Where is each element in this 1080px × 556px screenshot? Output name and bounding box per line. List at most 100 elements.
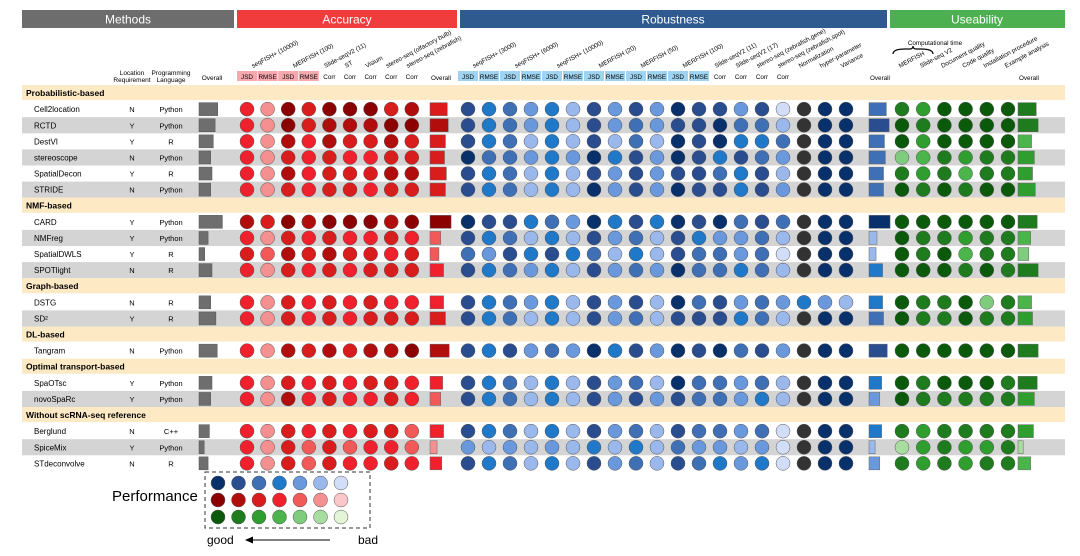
accuracy-score-circle <box>301 214 317 230</box>
robustness-score-circle <box>481 166 497 181</box>
useability-score-circle <box>979 101 995 117</box>
robustness-score-circle <box>838 166 854 181</box>
robustness-score-circle <box>628 166 644 181</box>
robustness-score-circle <box>544 230 560 246</box>
robustness-score-circle <box>817 118 833 133</box>
useability-score-circle <box>979 423 995 439</box>
robustness-score-circle <box>586 246 602 262</box>
robustness-metric-bg-7 <box>605 71 625 81</box>
robustness-score-circle <box>712 118 728 133</box>
useability-score-circle <box>937 295 952 310</box>
robustness-score-circle <box>565 182 581 197</box>
useability-score-circle <box>937 440 952 455</box>
robustness-score-circle <box>523 343 539 358</box>
method-location-requirement: Y <box>129 314 134 323</box>
accuracy-score-circle <box>383 118 399 133</box>
accuracy-score-circle <box>322 343 337 358</box>
robustness-score-circle <box>670 391 686 407</box>
useability-score-circle <box>1000 182 1016 197</box>
robustness-score-circle <box>607 230 623 246</box>
legend-red-circle <box>292 492 308 508</box>
method-name: stereoscope <box>34 153 78 162</box>
accuracy-score-circle <box>322 440 337 455</box>
accuracy-score-circle <box>383 214 399 230</box>
robustness-score-circle <box>775 101 791 117</box>
robustness-score-circle <box>481 246 497 262</box>
group-band <box>22 197 1065 213</box>
useability-score-circle <box>958 214 973 230</box>
method-name: SpaOTsc <box>34 379 66 388</box>
useability-overall-bar <box>1017 376 1038 390</box>
useability-score-circle <box>894 214 910 230</box>
robustness-score-circle <box>838 375 854 391</box>
accuracy-score-circle <box>260 150 275 165</box>
robustness-score-circle <box>712 166 728 181</box>
robustness-score-circle <box>649 150 665 165</box>
group-label: Probabilistic-based <box>26 88 104 98</box>
useability-score-circle <box>915 150 931 165</box>
robustness-score-circle <box>712 456 728 471</box>
accuracy-score-circle <box>322 423 337 439</box>
robustness-score-circle <box>817 134 833 149</box>
robustness-score-circle <box>565 295 581 310</box>
robustness-score-circle <box>838 246 854 262</box>
accuracy-metric-0: JSD <box>241 74 253 81</box>
useability-score-circle <box>915 166 931 181</box>
accuracy-score-circle <box>260 166 275 181</box>
robustness-score-circle <box>544 182 560 197</box>
robustness-score-circle <box>523 166 539 181</box>
useability-score-circle <box>937 423 952 439</box>
accuracy-score-circle <box>404 456 420 471</box>
robustness-score-circle <box>544 101 560 117</box>
robustness-score-circle <box>838 343 854 358</box>
accuracy-metric-bg-3 <box>298 71 319 81</box>
accuracy-score-circle <box>383 295 399 310</box>
useability-score-circle <box>937 166 952 181</box>
accuracy-dataset-5: ST <box>344 60 355 70</box>
robustness-score-circle <box>628 311 644 326</box>
robustness-score-circle <box>691 423 707 439</box>
robustness-score-circle <box>481 214 497 230</box>
method-name: SD² <box>34 314 48 323</box>
useability-score-circle <box>979 182 995 197</box>
useability-score-circle <box>1000 456 1016 471</box>
robustness-score-circle <box>628 440 644 455</box>
accuracy-score-circle <box>260 456 275 471</box>
accuracy-score-circle <box>342 214 358 230</box>
methods-overall-bar <box>198 102 218 116</box>
methods-col-location-line1: Location <box>120 70 145 77</box>
robustness-score-circle <box>838 423 854 439</box>
robustness-score-circle <box>733 311 749 326</box>
useability-score-circle <box>958 423 973 439</box>
robustness-score-circle <box>523 262 539 278</box>
robustness-score-circle <box>796 262 812 278</box>
robustness-score-circle <box>817 230 833 246</box>
robustness-score-circle <box>796 343 812 358</box>
accuracy-score-circle <box>322 295 337 310</box>
accuracy-overall-bar <box>429 118 449 132</box>
accuracy-overall-bar <box>429 440 438 454</box>
method-programming-language: Python <box>159 395 182 404</box>
robustness-score-circle <box>502 262 518 278</box>
accuracy-score-circle <box>363 230 378 246</box>
robustness-score-circle <box>817 166 833 181</box>
robustness-score-circle <box>670 230 686 246</box>
robustness-score-circle <box>796 182 812 197</box>
robustness-score-circle <box>502 423 518 439</box>
robustness-score-circle <box>628 118 644 133</box>
accuracy-score-circle <box>404 214 420 230</box>
methods-col-overall: Overall <box>202 75 223 82</box>
accuracy-metric-7: Corr <box>385 74 397 81</box>
robustness-score-circle <box>460 343 476 358</box>
method-programming-language: Python <box>159 443 182 452</box>
method-programming-language: R <box>168 314 174 323</box>
accuracy-score-circle <box>280 440 296 455</box>
accuracy-score-circle <box>280 101 296 117</box>
robustness-score-circle <box>733 166 749 181</box>
robustness-score-circle <box>544 343 560 358</box>
useability-score-circle <box>1000 214 1016 230</box>
accuracy-score-circle <box>383 101 399 117</box>
accuracy-score-circle <box>239 230 255 246</box>
robustness-score-circle <box>670 118 686 133</box>
useability-score-circle <box>958 375 973 391</box>
